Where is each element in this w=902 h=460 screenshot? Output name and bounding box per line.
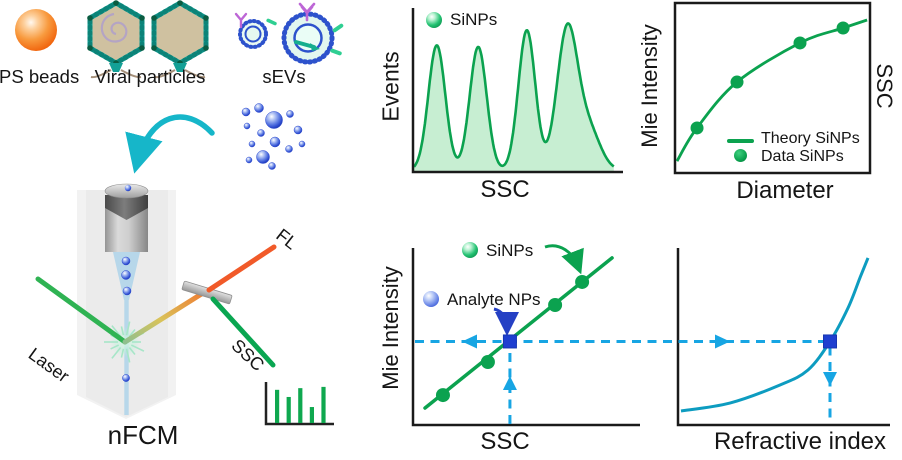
refractive-index-xlabel: Refractive index — [713, 428, 887, 455]
sev-small — [234, 12, 277, 49]
fl-beam — [206, 244, 277, 293]
theory-legend-label: Theory SiNPs — [761, 130, 860, 147]
nozzle — [104, 183, 149, 252]
sev-large — [281, 2, 344, 65]
viral-particle-icon — [151, 0, 209, 79]
trace-axes — [264, 382, 334, 426]
trace-bars — [275, 386, 326, 423]
sinps-annotation-sphere — [462, 242, 478, 258]
viral-particles-label: Viral particles — [94, 66, 206, 87]
plot-box — [673, 1, 872, 175]
sinps-annotation-label: SiNPs — [486, 241, 534, 260]
nfcm-title: nFCM — [107, 420, 179, 450]
laser-beam — [35, 276, 128, 345]
diameter-xlabel: Diameter — [736, 177, 834, 204]
sinps-pointer-arrow — [544, 244, 584, 275]
theory-legend-line — [727, 139, 754, 143]
refractive-index-plot — [676, 248, 890, 427]
ssc-beam — [210, 296, 276, 368]
data-legend-label: Data SiNPs — [761, 148, 844, 165]
calibration-plot — [411, 244, 640, 427]
analyte-annotation-sphere — [423, 291, 439, 307]
sev-icons — [234, 2, 344, 65]
ps-bead-icon — [15, 9, 57, 51]
ps-beads-label: PS beads — [0, 66, 80, 87]
data-legend-dot — [734, 149, 747, 162]
mie-vs-diameter-plot — [673, 1, 872, 175]
events-histogram-plot — [411, 8, 623, 174]
events-ylabel: Events — [377, 51, 404, 122]
axes — [411, 248, 640, 427]
injection-arrow — [125, 114, 215, 174]
viral-particle-icon — [87, 0, 145, 79]
viral-genome — [100, 12, 128, 43]
mie-ylabel-bottom: Mie Intensity — [378, 266, 403, 390]
axes — [411, 8, 623, 174]
ssc-ylabel-right: SSC — [872, 63, 897, 109]
sinps-legend-label: SiNPs — [450, 10, 498, 29]
sinps-legend-sphere — [426, 12, 442, 28]
events-xlabel: SSC — [480, 176, 530, 203]
scatter-beam — [122, 290, 206, 345]
axes — [676, 248, 890, 427]
nanoparticle-cluster — [241, 103, 306, 170]
sevs-label: sEVs — [262, 66, 306, 87]
stream-particles — [121, 256, 132, 382]
ssc-xlabel-bottom: SSC — [480, 428, 530, 455]
mie-ylabel-top: Mie Intensity — [637, 24, 662, 148]
analyte-pointer-arrow — [493, 307, 519, 336]
nfcm-schematic — [35, 103, 334, 426]
analyte-annotation-label: Analyte NPs — [447, 290, 541, 309]
